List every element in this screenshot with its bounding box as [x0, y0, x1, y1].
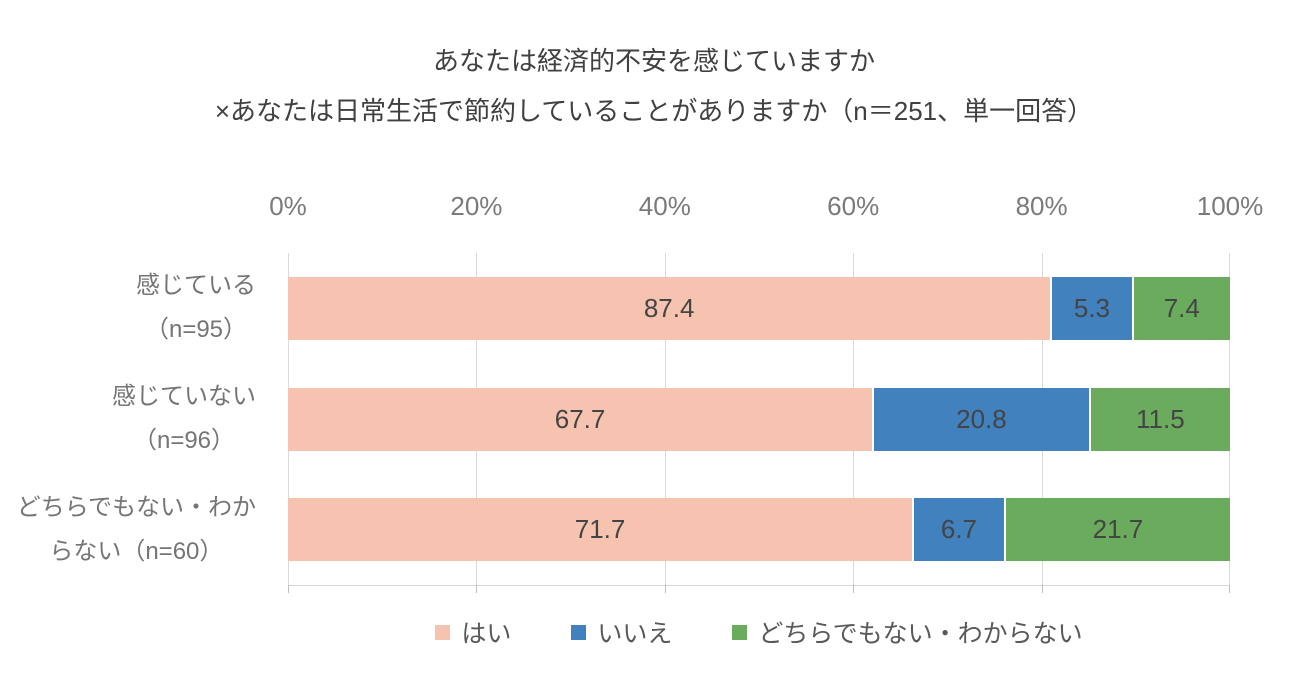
- category-label: どちらでもない・わか らない（n=60）: [17, 486, 256, 574]
- chart-title: あなたは経済的不安を感じていますか ×あなたは日常生活で節約していることがありま…: [0, 36, 1308, 136]
- legend-swatch-icon: [435, 624, 451, 640]
- bar-row: 67.7 20.8 11.5: [288, 387, 1230, 451]
- bar-segment-どちらでもない・わからない: 7.4: [1131, 276, 1230, 340]
- category-label-wrap: 感じていない （n=96）: [0, 383, 272, 507]
- category-label-line: 感じていない: [112, 383, 256, 410]
- bar-segment-いいえ: 5.3: [1050, 276, 1132, 340]
- bar-segment-はい: 87.4: [288, 276, 1051, 340]
- bar-value-label: 71.7: [574, 514, 626, 545]
- x-axis-tick-label: 0%: [269, 191, 307, 221]
- legend-item: いいえ: [571, 614, 672, 650]
- bar-row: 87.4 5.3 7.4: [288, 276, 1230, 340]
- x-axis-tick-label: 60%: [827, 191, 880, 221]
- legend: はい いいえ どちらでもない・わからない: [288, 612, 1230, 652]
- category-label-line: どちらでもない・わか: [16, 493, 256, 521]
- bar-value-label: 20.8: [956, 403, 1007, 434]
- x-axis-tick-label: 20%: [450, 191, 503, 221]
- x-axis-tick-label: 100%: [1196, 191, 1264, 221]
- plot-area: 0% 20% 40% 60% 80% 100% 87.4 5.3 7.4 67.7 20.8 11.5…: [269, 191, 1263, 593]
- category-label: 感じている （n=95）: [136, 264, 256, 352]
- legend-label: いいえ: [597, 620, 673, 648]
- axis-tick-mark: [1041, 585, 1043, 593]
- axis-tick-mark: [664, 585, 666, 593]
- category-label-wrap: どちらでもない・わか らない（n=60）: [0, 494, 272, 618]
- legend-swatch-icon: [571, 624, 587, 640]
- category-label-line: 感じている: [136, 272, 256, 300]
- category-label-line: （n=96）: [132, 427, 236, 454]
- axis-tick-mark: [476, 585, 478, 593]
- bar-segment-いいえ: 6.7: [912, 498, 1004, 562]
- category-label-line: （n=95）: [144, 316, 248, 344]
- legend-label: はい: [461, 620, 512, 648]
- x-axis-tick-label: 40%: [638, 191, 691, 221]
- category-label-wrap: 感じている （n=95）: [0, 272, 272, 396]
- axis-tick-mark: [1229, 585, 1230, 593]
- axis-tick-mark: [288, 585, 289, 593]
- legend-item: どちらでもない・わからない: [732, 614, 1083, 650]
- bar-value-label: 67.7: [554, 403, 606, 434]
- legend-swatch-icon: [732, 624, 748, 640]
- category-label-line: らない（n=60）: [49, 537, 224, 565]
- legend-label: どちらでもない・わからない: [758, 620, 1083, 648]
- bar-value-label: 5.3: [1073, 292, 1111, 323]
- bar-value-label: 87.4: [643, 292, 695, 323]
- bar-row: 71.7 6.7 21.7: [288, 498, 1230, 562]
- bar-segment-どちらでもない・わからない: 11.5: [1088, 387, 1230, 451]
- bar-value-label: 7.4: [1163, 292, 1200, 323]
- chart-title-line1: あなたは経済的不安を感じていますか: [432, 46, 875, 76]
- category-label: 感じていない （n=96）: [112, 375, 256, 463]
- bar-value-label: 11.5: [1136, 403, 1185, 434]
- bar-segment-はい: 67.7: [288, 387, 873, 451]
- axis-tick-mark: [853, 585, 855, 593]
- bar-segment-はい: 71.7: [288, 498, 913, 562]
- chart-title-line2: ×あなたは日常生活で節約していることがありますか（n＝251、単一回答）: [214, 96, 1094, 126]
- bar-value-label: 21.7: [1092, 514, 1144, 545]
- bar-segment-どちらでもない・わからない: 21.7: [1003, 498, 1230, 562]
- x-axis-tick-label: 80%: [1015, 191, 1068, 221]
- bar-segment-いいえ: 20.8: [872, 387, 1089, 451]
- legend-item: はい: [435, 614, 511, 650]
- bar-value-label: 6.7: [940, 514, 978, 545]
